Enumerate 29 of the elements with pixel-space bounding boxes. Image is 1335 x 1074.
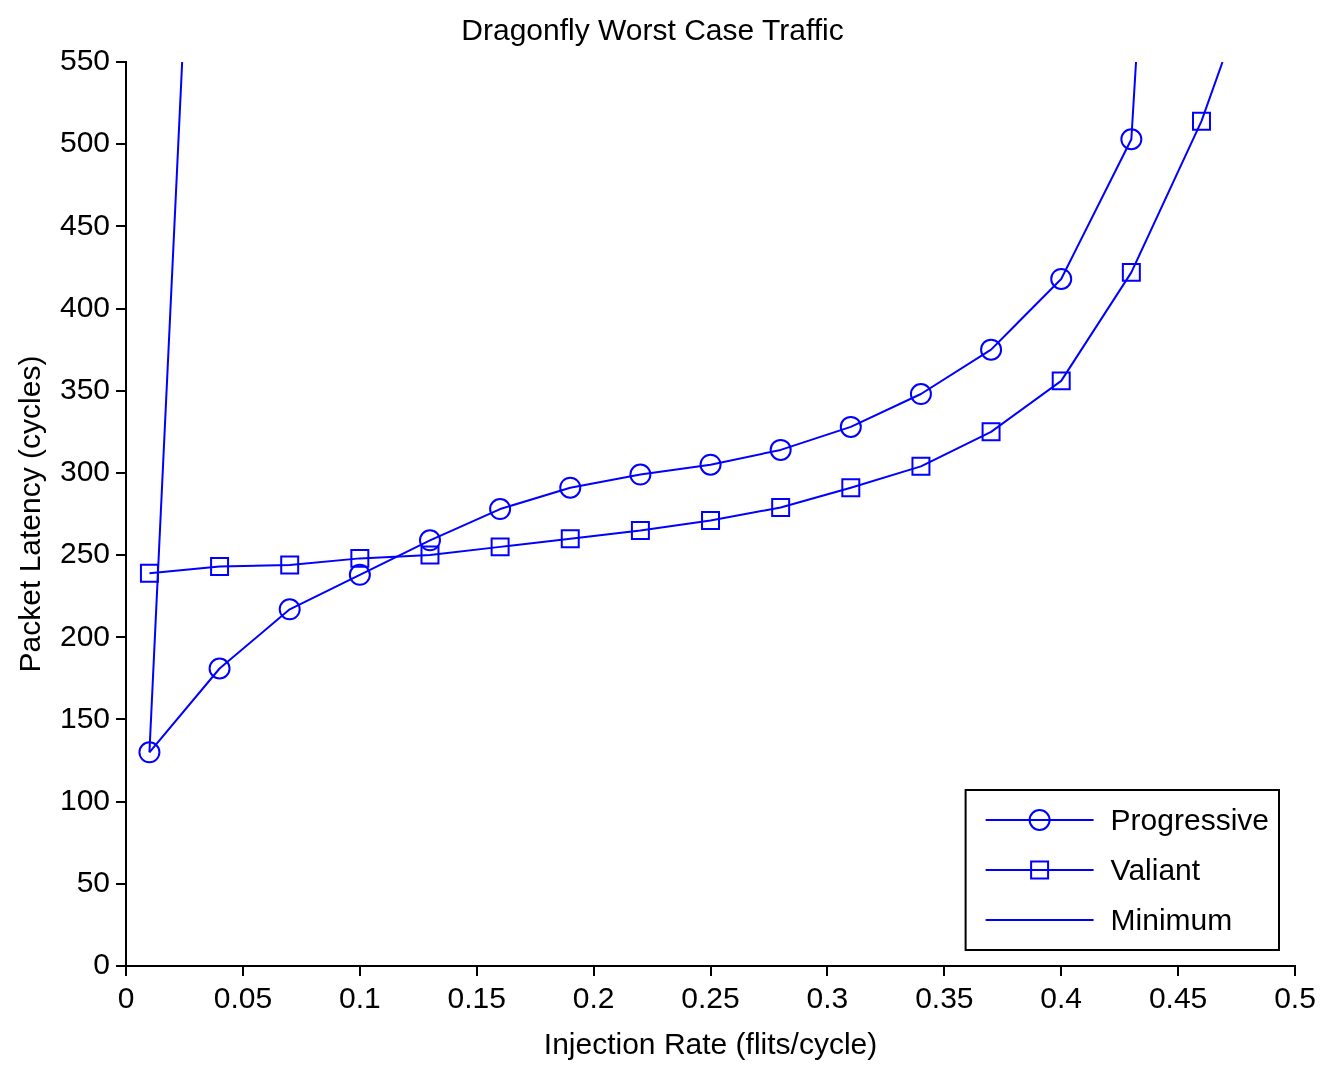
x-tick-label: 0.05 bbox=[213, 981, 273, 1015]
y-tick-label: 50 bbox=[76, 865, 111, 899]
x-tick-label: 0.15 bbox=[447, 981, 506, 1015]
y-tick-label: 200 bbox=[59, 618, 111, 652]
y-tick-label: 550 bbox=[59, 43, 111, 77]
x-tick-label: 0.4 bbox=[1040, 981, 1083, 1015]
y-tick-label: 100 bbox=[59, 782, 111, 816]
x-tick-label: 0 bbox=[117, 981, 135, 1015]
chart-title: Dragonfly Worst Case Traffic bbox=[461, 13, 844, 47]
x-tick-label: 0.35 bbox=[915, 981, 974, 1015]
y-tick-label: 500 bbox=[59, 125, 111, 159]
x-tick-label: 0.25 bbox=[681, 981, 740, 1015]
y-tick-label: 0 bbox=[93, 947, 111, 981]
y-tick-label: 450 bbox=[59, 207, 111, 241]
x-tick-label: 0.45 bbox=[1148, 981, 1208, 1015]
y-tick-label: 150 bbox=[59, 700, 111, 734]
legend-label: Valiant bbox=[1110, 853, 1201, 887]
x-tick-label: 0.2 bbox=[572, 981, 615, 1015]
x-axis-title: Injection Rate (flits/cycle) bbox=[543, 1027, 878, 1061]
x-tick-label: 0.1 bbox=[338, 981, 381, 1015]
x-tick-label: 0.3 bbox=[806, 981, 849, 1015]
legend-label: Progressive bbox=[1110, 803, 1270, 837]
y-tick-label: 350 bbox=[59, 371, 111, 405]
y-axis-title: Packet Latency (cycles) bbox=[13, 355, 47, 673]
y-tick-label: 250 bbox=[59, 536, 111, 570]
legend-label: Minimum bbox=[1110, 903, 1233, 937]
x-tick-label: 0.5 bbox=[1274, 981, 1316, 1015]
y-tick-label: 300 bbox=[59, 454, 111, 488]
y-tick-label: 400 bbox=[59, 289, 111, 323]
